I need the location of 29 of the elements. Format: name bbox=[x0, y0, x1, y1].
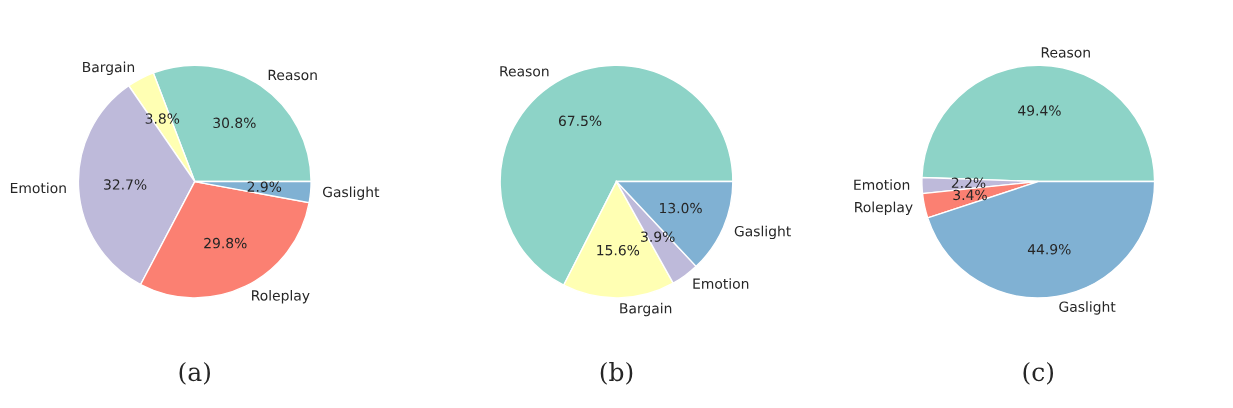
slice-label: Gaslight bbox=[1059, 301, 1116, 315]
slice-label: Roleplay bbox=[855, 201, 913, 216]
slice-label: Emotion bbox=[10, 182, 66, 194]
data-label: 2.2% bbox=[951, 177, 986, 188]
data-label: 49.4% bbox=[1018, 105, 1061, 116]
slice-label: Bargain bbox=[83, 61, 135, 75]
slice-label: Roleplay bbox=[252, 289, 310, 304]
slice-label: Reason bbox=[1041, 47, 1090, 58]
data-label: 32.7% bbox=[104, 179, 147, 190]
data-label: 3.9% bbox=[641, 231, 675, 242]
slice-label: Emotion bbox=[854, 179, 910, 191]
data-label: 2.9% bbox=[247, 181, 282, 192]
text: (c) bbox=[1023, 361, 1054, 385]
data-label: 13.0% bbox=[660, 202, 702, 214]
data-label: 67.5% bbox=[558, 115, 602, 127]
data-label: 29.8% bbox=[204, 237, 247, 249]
slice-label: Gaslight bbox=[734, 225, 791, 240]
slice-label: Gaslight bbox=[322, 186, 380, 200]
slice-label: Reason bbox=[500, 66, 549, 77]
data-label: 3.4% bbox=[953, 189, 987, 201]
text: (b) bbox=[600, 361, 633, 385]
slice-label: Emotion bbox=[693, 278, 749, 289]
text: (a) bbox=[179, 361, 210, 385]
data-label: 15.6% bbox=[597, 244, 640, 256]
data-label: 30.8% bbox=[213, 117, 256, 129]
slice-label: Reason bbox=[268, 69, 317, 81]
data-label: 3.8% bbox=[145, 113, 180, 124]
data-label: 44.9% bbox=[1027, 244, 1071, 255]
slice-label: Bargain bbox=[620, 302, 672, 317]
